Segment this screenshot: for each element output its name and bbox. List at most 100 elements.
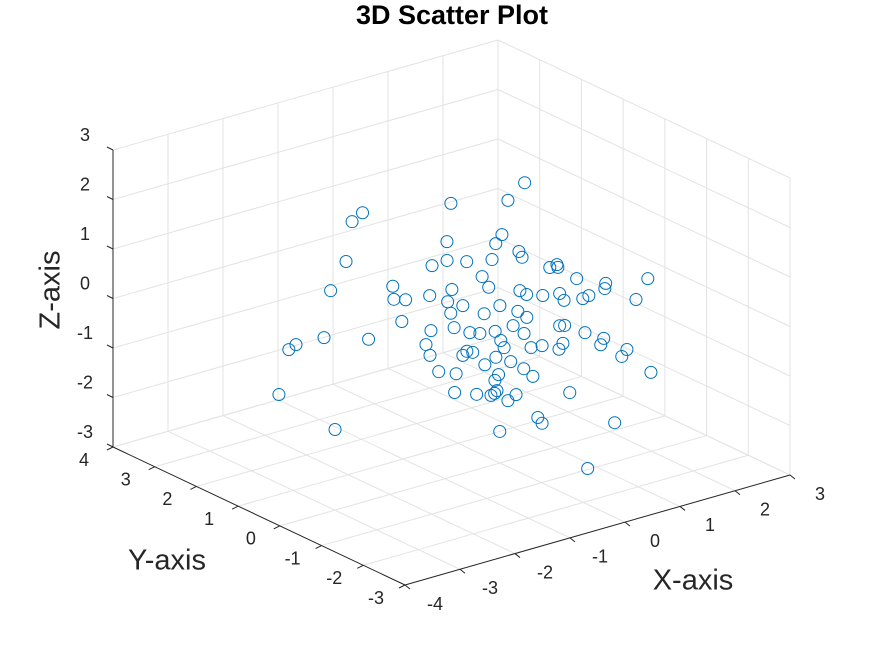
data-point: [620, 342, 634, 356]
z-tick: [106, 394, 114, 398]
x-tick: [404, 584, 411, 590]
data-point: [594, 338, 608, 352]
grid-line: [222, 415, 516, 555]
data-point: [517, 362, 531, 376]
y-axis-line: [112, 446, 406, 586]
z-tick-label: -2: [77, 372, 93, 392]
data-point: [489, 237, 503, 251]
z-tick-label: 2: [80, 174, 90, 194]
grid-line: [497, 39, 791, 179]
data-point: [515, 250, 529, 264]
y-tick: [106, 446, 114, 451]
y-tick-label: 2: [162, 489, 172, 509]
grid-line: [196, 375, 582, 487]
data-point: [356, 206, 370, 220]
data-point: [511, 304, 525, 318]
data-point: [598, 282, 612, 296]
z-tick: [106, 443, 114, 448]
data-point: [488, 373, 502, 387]
grid-line: [497, 336, 791, 476]
data-point: [473, 326, 487, 340]
grid-line: [112, 89, 499, 200]
data-point: [339, 255, 353, 269]
z-tick-label: -3: [77, 422, 93, 442]
data-point: [570, 272, 584, 286]
z-tick-label: -1: [77, 323, 93, 343]
data-point: [576, 292, 590, 306]
data-point: [488, 386, 502, 400]
data-point: [463, 326, 477, 340]
data-point: [489, 350, 503, 364]
data-point: [460, 255, 474, 269]
data-point: [466, 345, 480, 359]
data-point: [328, 423, 342, 437]
z-tick-label: 1: [80, 224, 90, 244]
grid-line: [154, 356, 540, 468]
data-point: [395, 314, 409, 328]
data-point: [460, 344, 474, 358]
y-tick-label: 0: [246, 529, 256, 549]
data-point: [444, 306, 458, 320]
data-point: [509, 388, 523, 402]
z-tick: [106, 146, 114, 151]
y-tick-label: 1: [204, 509, 214, 529]
grid-line: [112, 39, 499, 151]
y-tick-label: 4: [79, 450, 89, 470]
data-point: [504, 355, 518, 369]
grid-line: [112, 287, 499, 398]
data-point: [495, 228, 509, 242]
z-tick: [106, 245, 114, 250]
x-tick-label: 3: [815, 484, 825, 504]
z-tick: [106, 295, 114, 299]
data-point: [482, 280, 496, 294]
data-point: [535, 339, 549, 353]
grid-line: [112, 138, 499, 250]
data-point: [558, 318, 572, 332]
data-point: [608, 416, 622, 430]
grid-line: [497, 237, 791, 377]
data-point: [615, 349, 629, 363]
x-tick-label: 0: [650, 531, 660, 551]
data-point: [535, 416, 549, 430]
grid-line: [497, 89, 791, 228]
data-point: [289, 338, 303, 352]
data-point: [582, 289, 596, 303]
data-point: [470, 387, 484, 401]
grid-line: [497, 287, 791, 426]
data-point: [599, 276, 613, 290]
data-point: [317, 331, 331, 345]
x-tick: [679, 506, 686, 511]
grid-line: [167, 430, 461, 570]
data-point: [506, 319, 520, 333]
y-tick-label: 3: [121, 469, 131, 489]
x-tick: [569, 537, 576, 543]
data-point: [513, 284, 527, 298]
chart-title: 3D Scatter Plot: [356, 0, 548, 30]
data-point: [581, 462, 595, 476]
data-point: [440, 235, 454, 249]
data-point: [629, 293, 643, 307]
grid-line: [238, 395, 624, 507]
x-axis-line: [404, 474, 791, 586]
grid-line: [277, 399, 571, 539]
grid-line: [387, 367, 681, 507]
data-point: [477, 307, 491, 321]
x-tick-label: -1: [592, 547, 608, 567]
data-point: [557, 293, 571, 307]
grid-line: [363, 454, 749, 566]
x-tick: [514, 553, 521, 558]
data-point: [324, 284, 338, 298]
data-point: [517, 326, 531, 340]
z-tick-label: 0: [80, 273, 90, 293]
x-tick: [734, 490, 741, 496]
data-point: [551, 260, 565, 274]
data-point: [543, 260, 557, 274]
y-tick-label: -2: [326, 568, 342, 588]
data-point: [536, 288, 550, 302]
y-tick: [273, 525, 281, 530]
data-point: [501, 193, 515, 207]
y-tick: [231, 505, 239, 510]
data-point: [456, 348, 470, 362]
data-point: [497, 341, 511, 355]
